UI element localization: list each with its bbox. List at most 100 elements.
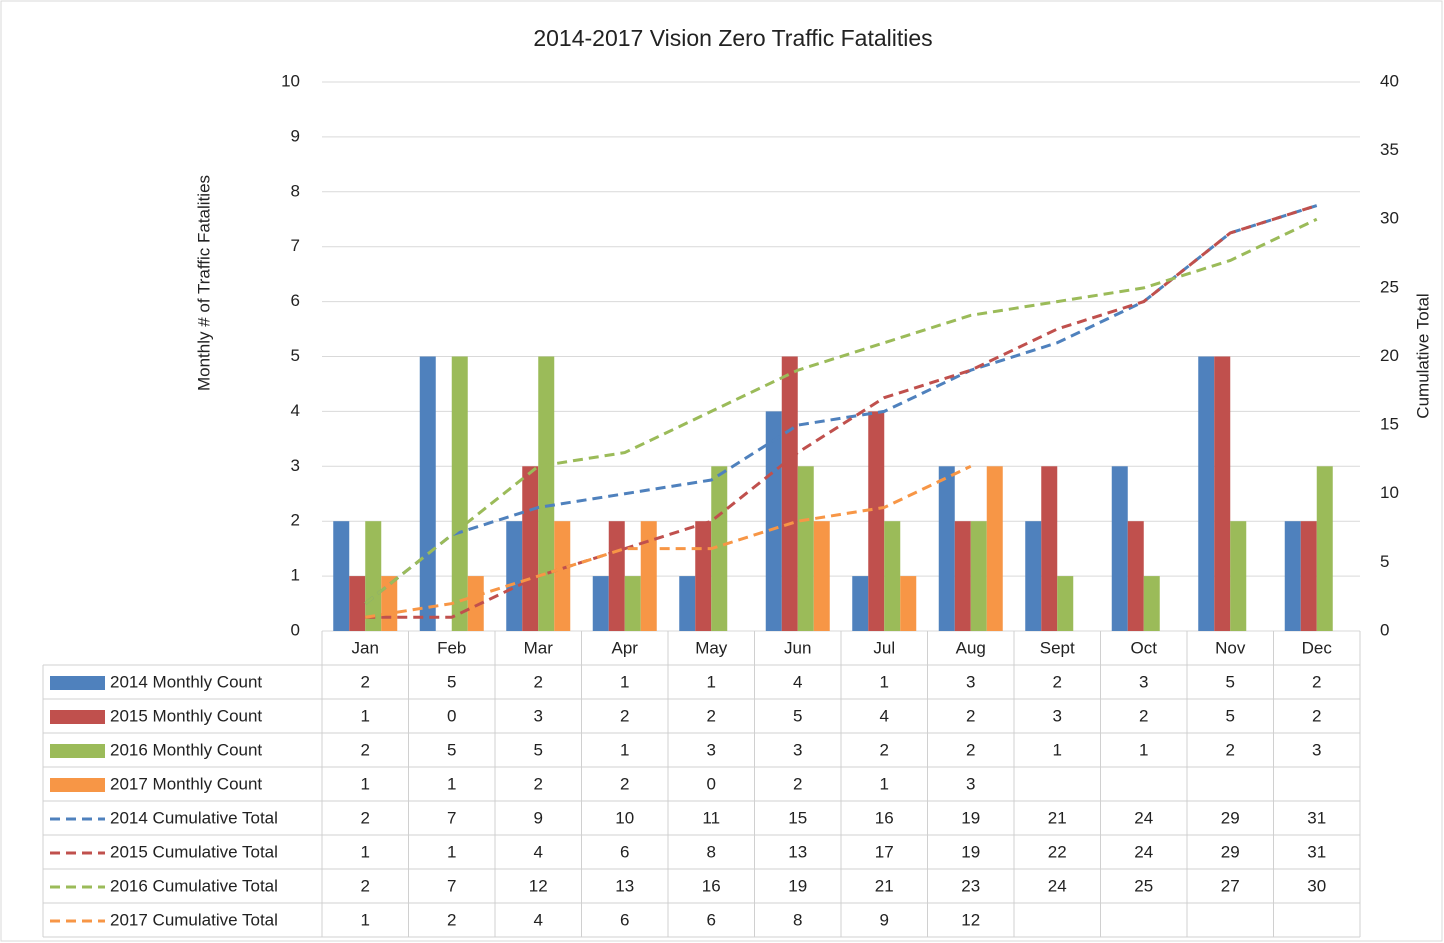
table-value: 5 — [447, 672, 456, 691]
table-value: 2 — [707, 706, 716, 725]
table-value: 1 — [620, 672, 629, 691]
table-value: 2 — [1053, 672, 1062, 691]
bar — [679, 576, 696, 631]
table-value: 6 — [620, 842, 629, 861]
y-tick-label: 3 — [291, 456, 300, 475]
x-tick-label: Jun — [784, 638, 811, 657]
table-value: 31 — [1307, 808, 1326, 827]
table-value: 23 — [961, 876, 980, 895]
y2-tick-label: 40 — [1380, 71, 1399, 90]
table-value: 1 — [361, 842, 370, 861]
y2-tick-label: 20 — [1380, 346, 1399, 365]
table-value: 3 — [707, 740, 716, 759]
bar — [711, 466, 728, 631]
y-tick-label: 5 — [291, 346, 300, 365]
y-tick-label: 1 — [291, 566, 300, 585]
y2-tick-label: 0 — [1380, 620, 1389, 639]
y-tick-label: 4 — [291, 401, 300, 420]
table-value: 27 — [1221, 876, 1240, 895]
bar — [1057, 576, 1074, 631]
bar — [852, 576, 869, 631]
y2-tick-label: 30 — [1380, 209, 1399, 228]
table-value: 2 — [793, 774, 802, 793]
bar — [451, 356, 468, 631]
y-tick-label: 0 — [291, 620, 300, 639]
y2-tick-label: 10 — [1380, 483, 1399, 502]
table-value: 19 — [788, 876, 807, 895]
bar — [868, 411, 885, 631]
bar — [900, 576, 917, 631]
y2-tick-label: 25 — [1380, 277, 1399, 296]
legend-label: 2016 Monthly Count — [110, 740, 262, 759]
bar — [467, 576, 484, 631]
table-value: 19 — [961, 842, 980, 861]
table-value: 5 — [447, 740, 456, 759]
y2-tick-label: 15 — [1380, 415, 1399, 434]
table-value: 1 — [880, 774, 889, 793]
table-value: 2 — [620, 774, 629, 793]
table-value: 2 — [361, 876, 370, 895]
table-value: 2 — [1139, 706, 1148, 725]
x-tick-label: Dec — [1302, 638, 1333, 657]
bar — [797, 466, 814, 631]
bar — [1127, 521, 1144, 631]
bar — [695, 521, 712, 631]
table-value: 13 — [615, 876, 634, 895]
table-value: 11 — [702, 808, 720, 827]
x-tick-label: Nov — [1215, 638, 1246, 657]
x-tick-label: Jan — [352, 638, 379, 657]
table-value: 5 — [534, 740, 543, 759]
bar — [1025, 521, 1042, 631]
bar — [365, 521, 382, 631]
bar — [381, 576, 398, 631]
table-value: 1 — [361, 706, 370, 725]
table-value: 1 — [447, 774, 456, 793]
table-value: 3 — [793, 740, 802, 759]
legend-key — [50, 744, 105, 758]
legend-label: 2017 Cumulative Total — [110, 910, 278, 929]
table-value: 25 — [1134, 876, 1153, 895]
table-value: 10 — [615, 808, 634, 827]
table-value: 2 — [534, 672, 543, 691]
table-value: 1 — [447, 842, 456, 861]
bar — [765, 411, 782, 631]
bar — [884, 521, 901, 631]
y-tick-label: 9 — [291, 126, 300, 145]
table-value: 9 — [534, 808, 543, 827]
table-value: 5 — [1226, 706, 1235, 725]
legend-label: 2016 Cumulative Total — [110, 876, 278, 895]
table-value: 12 — [529, 876, 548, 895]
bar — [538, 356, 555, 631]
table-value: 2 — [361, 740, 370, 759]
table-value: 24 — [1048, 876, 1067, 895]
bar — [506, 521, 523, 631]
table-value: 16 — [702, 876, 721, 895]
table-value: 17 — [875, 842, 894, 861]
x-tick-label: Jul — [873, 638, 895, 657]
legend-key — [50, 710, 105, 724]
table-value: 2 — [1226, 740, 1235, 759]
bar — [640, 521, 657, 631]
table-value: 4 — [793, 672, 802, 691]
table-value: 24 — [1134, 842, 1153, 861]
y-tick-label: 8 — [291, 181, 300, 200]
cumulative-line — [365, 204, 1318, 619]
legend-label: 2014 Cumulative Total — [110, 808, 278, 827]
y-axis-label: Monthly # of Traffic Fatalities — [194, 175, 213, 391]
y-tick-label: 2 — [291, 511, 300, 530]
y-tick-label: 10 — [281, 71, 300, 90]
bar — [1198, 356, 1215, 631]
table-value: 2 — [534, 774, 543, 793]
y2-tick-label: 35 — [1380, 140, 1399, 159]
legend-label: 2017 Monthly Count — [110, 774, 262, 793]
table-value: 21 — [1048, 808, 1067, 827]
table-value: 3 — [966, 672, 975, 691]
table-value: 1 — [1139, 740, 1148, 759]
table-value: 7 — [447, 876, 456, 895]
bar — [349, 576, 366, 631]
x-tick-label: Aug — [956, 638, 986, 657]
table-value: 9 — [880, 910, 889, 929]
legend-label: 2015 Cumulative Total — [110, 842, 278, 861]
y2-tick-label: 5 — [1380, 552, 1389, 571]
y-tick-label: 7 — [291, 236, 300, 255]
